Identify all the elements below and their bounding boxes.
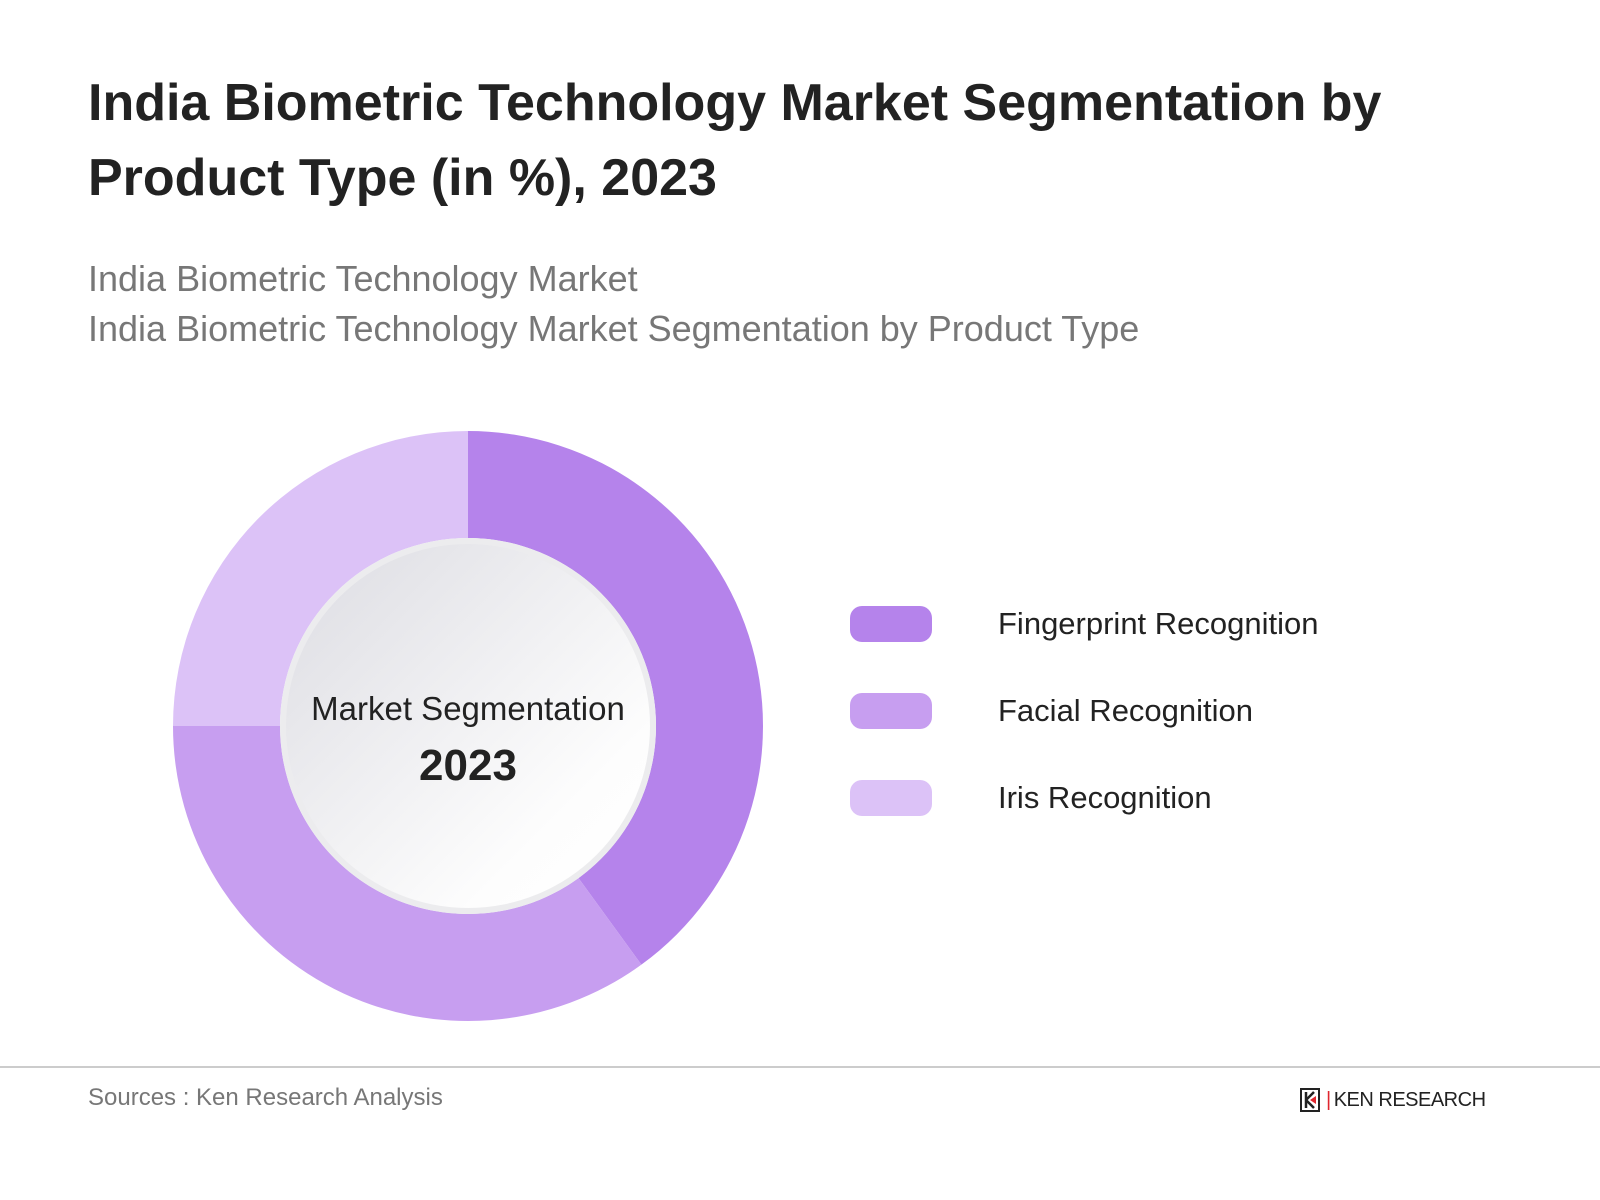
legend-label: Fingerprint Recognition bbox=[998, 605, 1319, 641]
legend-swatch bbox=[850, 779, 932, 816]
slice-iris-recognition bbox=[173, 431, 468, 726]
chart-title: India Biometric Technology Market Segmen… bbox=[88, 74, 1382, 207]
donut-chart: Market Segmentation 2023 bbox=[173, 431, 764, 1022]
footer-divider bbox=[0, 1066, 1600, 1068]
legend-label: Iris Recognition bbox=[998, 779, 1212, 815]
legend-swatch bbox=[850, 605, 932, 642]
legend-item: Facial Recognition bbox=[850, 667, 1319, 754]
ken-research-logo: | KEN RESEARCH bbox=[1300, 1088, 1486, 1112]
legend: Fingerprint Recognition Facial Recogniti… bbox=[850, 580, 1319, 841]
center-label: Market Segmentation bbox=[311, 690, 625, 727]
logo-text: KEN RESEARCH bbox=[1333, 1088, 1486, 1111]
chart-subtitle-1: India Biometric Technology Market bbox=[88, 258, 638, 299]
logo-k-icon bbox=[1300, 1088, 1320, 1112]
legend-item: Iris Recognition bbox=[850, 754, 1319, 841]
source-note: Sources : Ken Research Analysis bbox=[88, 1084, 443, 1111]
slice-facial-recognition bbox=[173, 726, 642, 1022]
center-year: 2023 bbox=[419, 741, 517, 790]
legend-item: Fingerprint Recognition bbox=[850, 580, 1319, 667]
center-disc bbox=[286, 544, 650, 908]
legend-label: Facial Recognition bbox=[998, 692, 1254, 728]
legend-swatch bbox=[850, 692, 932, 729]
chart-subtitle-2: India Biometric Technology Market Segmen… bbox=[88, 308, 1140, 349]
slice-fingerprint-recognition bbox=[468, 431, 764, 965]
